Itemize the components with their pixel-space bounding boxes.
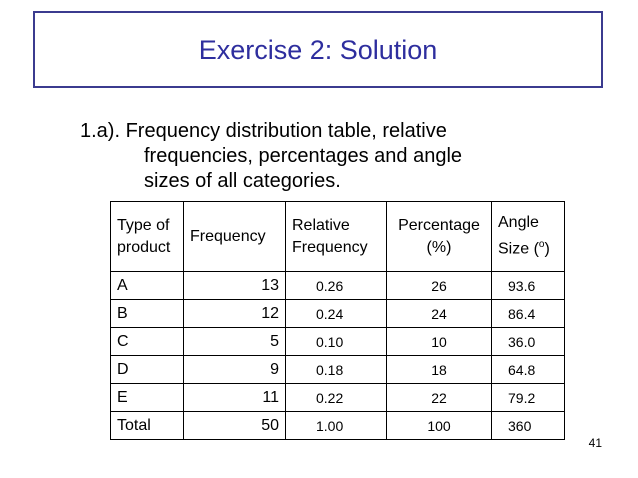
cell-relative: 0.26 xyxy=(285,271,387,300)
header-percentage-line-1: Percentage xyxy=(398,216,480,234)
cell-frequency: 9 xyxy=(183,355,286,384)
table-row: B 12 0.24 24 86.4 xyxy=(110,299,565,328)
table-row: E 11 0.22 22 79.2 xyxy=(110,383,565,412)
table-row: A 13 0.26 26 93.6 xyxy=(110,271,565,300)
cell-frequency: 50 xyxy=(183,411,286,440)
cell-percentage: 18 xyxy=(386,355,492,384)
cell-frequency: 13 xyxy=(183,271,286,300)
cell-angle: 86.4 xyxy=(491,299,565,328)
frequency-table: Type of product Frequency Relative Frequ… xyxy=(110,201,565,440)
subtitle-line-3: sizes of all categories. xyxy=(144,170,341,192)
table-header-row: Type of product Frequency Relative Frequ… xyxy=(110,201,565,272)
slide-title: Exercise 2: Solution xyxy=(198,35,438,65)
header-type-line-1: Type of xyxy=(117,216,170,234)
header-frequency: Frequency xyxy=(183,201,286,272)
degree-symbol: o xyxy=(538,239,545,251)
cell-angle: 64.8 xyxy=(491,355,565,384)
cell-relative: 0.22 xyxy=(285,383,387,412)
header-angle-line-1: Angle xyxy=(498,214,539,232)
cell-type: B xyxy=(110,299,184,328)
cell-relative: 0.18 xyxy=(285,355,387,384)
cell-relative: 0.10 xyxy=(285,327,387,356)
header-type-line-2: product xyxy=(117,238,171,256)
cell-type: E xyxy=(110,383,184,412)
cell-frequency: 12 xyxy=(183,299,286,328)
cell-percentage: 22 xyxy=(386,383,492,412)
cell-type: A xyxy=(110,271,184,300)
cell-angle: 36.0 xyxy=(491,327,565,356)
cell-percentage: 10 xyxy=(386,327,492,356)
table-row: D 9 0.18 18 64.8 xyxy=(110,355,565,384)
cell-percentage: 26 xyxy=(386,271,492,300)
header-relative: Relative Frequency xyxy=(285,201,387,272)
cell-angle: 79.2 xyxy=(491,383,565,412)
cell-type: D xyxy=(110,355,184,384)
cell-angle: 360 xyxy=(491,411,565,440)
cell-percentage: 24 xyxy=(386,299,492,328)
header-relative-line-2: Frequency xyxy=(292,238,368,256)
cell-relative: 0.24 xyxy=(285,299,387,328)
cell-type: Total xyxy=(110,411,184,440)
cell-type: C xyxy=(110,327,184,356)
cell-frequency: 11 xyxy=(183,383,286,412)
cell-relative: 1.00 xyxy=(285,411,387,440)
subtitle-line-1: 1.a). Frequency distribution table, rela… xyxy=(80,120,447,142)
subtitle-line-2: frequencies, percentages and angle xyxy=(144,145,463,167)
header-type: Type of product xyxy=(110,201,184,272)
table-total-row: Total 50 1.00 100 360 xyxy=(110,411,565,440)
header-angle-suffix: ) xyxy=(544,240,550,258)
cell-frequency: 5 xyxy=(183,327,286,356)
title-box: Exercise 2: Solution xyxy=(33,11,603,88)
header-relative-line-1: Relative xyxy=(292,216,350,234)
page-number: 41 xyxy=(588,436,602,450)
subtitle: 1.a). Frequency distribution table, rela… xyxy=(80,119,462,194)
cell-percentage: 100 xyxy=(386,411,492,440)
header-angle-prefix: Size ( xyxy=(498,240,539,258)
header-percentage-line-2: (%) xyxy=(426,238,452,256)
header-angle: Angle Size (o) xyxy=(491,201,565,272)
cell-angle: 93.6 xyxy=(491,271,565,300)
table-row: C 5 0.10 10 36.0 xyxy=(110,327,565,356)
header-percentage: Percentage (%) xyxy=(386,201,492,272)
header-angle-line-2: Size (o) xyxy=(498,234,558,260)
